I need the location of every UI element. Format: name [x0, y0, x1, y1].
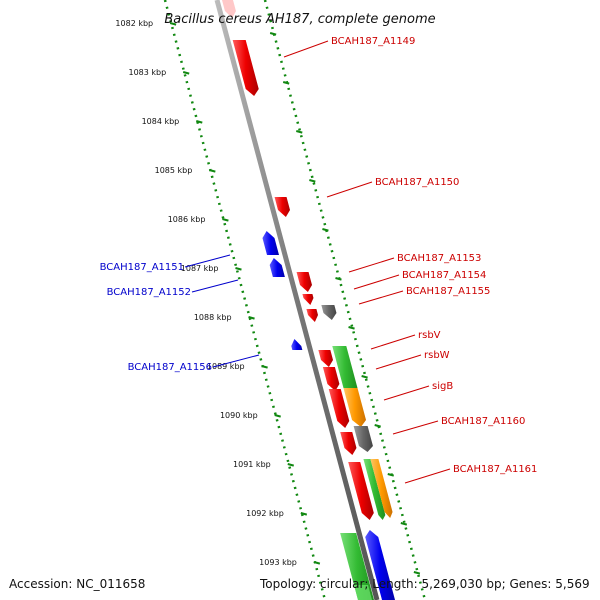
ruler-tick: [209, 169, 216, 173]
gene-arrow: [262, 231, 280, 255]
gene-label[interactable]: BCAH187_A1153: [397, 253, 481, 264]
gene-arrow: [328, 389, 350, 428]
ruler-tick: [248, 316, 255, 320]
gene-arrow: [302, 294, 314, 305]
gene-label[interactable]: BCAH187_A1161: [453, 464, 537, 475]
ruler-tick: [361, 375, 368, 379]
tick-label: 1084 kbp: [142, 117, 180, 126]
gene-arrow: [318, 350, 334, 367]
ruler-tick: [196, 120, 203, 124]
leader-line: [191, 279, 239, 293]
leader-line: [326, 181, 373, 198]
gene-arrow: [222, 0, 236, 18]
ruler-tick: [374, 424, 381, 428]
gene-label[interactable]: BCAH187_A1160: [441, 416, 525, 427]
leader-line: [353, 274, 400, 290]
tick-label: 1085 kbp: [155, 166, 193, 175]
gene-label[interactable]: BCAH187_A1150: [375, 177, 459, 188]
feature-block: [363, 459, 386, 520]
tick-label: 1089 kbp: [207, 362, 245, 371]
ruler-tick: [282, 81, 290, 85]
feature-block: [353, 426, 373, 452]
leader-line: [283, 40, 329, 58]
gene-arrow: [321, 305, 337, 320]
tick-label: 1090 kbp: [220, 411, 258, 420]
summary-text: Topology: circular; Length: 5,269,030 bp…: [260, 577, 590, 591]
gene-arrow: [340, 432, 357, 455]
gene-label[interactable]: BCAH187_A1152: [107, 287, 191, 298]
backbone: [214, 0, 380, 600]
tick-label: 1091 kbp: [233, 460, 271, 469]
ruler-tick: [287, 463, 295, 467]
ruler-tick: [261, 365, 268, 369]
feature-block: [370, 459, 393, 518]
ruler-tick: [313, 561, 321, 565]
gene-arrow: [365, 530, 396, 600]
leader-line: [392, 420, 439, 435]
gene-arrow: [296, 272, 313, 292]
ruler-left: [163, 0, 327, 600]
ruler-tick: [222, 218, 229, 222]
ruler-tick: [309, 179, 316, 183]
leader-line: [404, 468, 451, 484]
gene-arrow: [322, 367, 340, 391]
leader-line: [212, 354, 260, 368]
ruler-tick: [335, 277, 342, 281]
leader-line: [348, 257, 395, 273]
tick-label: 1088 kbp: [194, 313, 232, 322]
ruler-tick: [169, 22, 177, 26]
feature-block: [343, 388, 367, 427]
tick-label: 1082 kbp: [115, 19, 153, 28]
leader-line: [184, 254, 231, 268]
leader-line: [358, 290, 404, 305]
tick-label: 1092 kbp: [246, 509, 284, 518]
tick-label: 1086 kbp: [168, 215, 206, 224]
ruler-tick: [348, 326, 355, 330]
tick-label: 1083 kbp: [128, 68, 166, 77]
ruler-tick: [400, 522, 408, 526]
gene-arrow: [348, 462, 374, 520]
gene-label[interactable]: rsbW: [424, 350, 450, 361]
accession-text: Accession: NC_011658: [9, 577, 146, 591]
gene-arrow: [274, 197, 291, 217]
gene-label[interactable]: BCAH187_A1151: [100, 262, 184, 273]
ruler-right: [263, 0, 427, 600]
feature-block: [354, 585, 373, 600]
leader-line: [370, 334, 416, 350]
leader-line: [383, 385, 430, 401]
leader-line: [375, 354, 422, 370]
ruler-tick: [322, 228, 329, 232]
leader-layer: [184, 40, 451, 484]
backbone-layer: [214, 0, 380, 600]
gene-arrow: [232, 40, 259, 96]
feature-block: [340, 533, 375, 600]
gene-label[interactable]: sigB: [432, 381, 453, 392]
gene-label[interactable]: rsbV: [418, 330, 441, 341]
tick-label: 1093 kbp: [259, 558, 297, 567]
feature-block: [332, 346, 358, 388]
feature-layer: [222, 0, 396, 600]
ruler-tick: [300, 512, 308, 516]
gene-label[interactable]: BCAH187_A1155: [406, 286, 490, 297]
gene-arrow: [291, 339, 303, 350]
tick-label: 1087 kbp: [181, 264, 219, 273]
gene-label[interactable]: BCAH187_A1149: [331, 36, 415, 47]
ruler-tick: [269, 32, 277, 36]
ruler-tick: [413, 571, 421, 575]
ruler-tick: [387, 473, 395, 477]
ruler-tick: [296, 130, 303, 134]
ruler-tick: [274, 414, 281, 418]
map-title: Bacillus cereus AH187, complete genome: [164, 12, 435, 27]
gene-arrow: [269, 258, 285, 277]
gene-label[interactable]: BCAH187_A1156: [128, 362, 212, 373]
ruler-layer: 1082 kbp 1083 kbp 1084 kbp 1085 kbp 1086 kbp…: [115, 0, 427, 600]
gene-arrow: [306, 309, 319, 322]
ruler-tick: [235, 267, 242, 271]
ruler-tick: [182, 71, 190, 75]
gene-label[interactable]: BCAH187_A1154: [402, 270, 486, 281]
label-layer: BCAH187_A1149 BCAH187_A1150 BCAH187_A1153 B…: [100, 36, 538, 475]
